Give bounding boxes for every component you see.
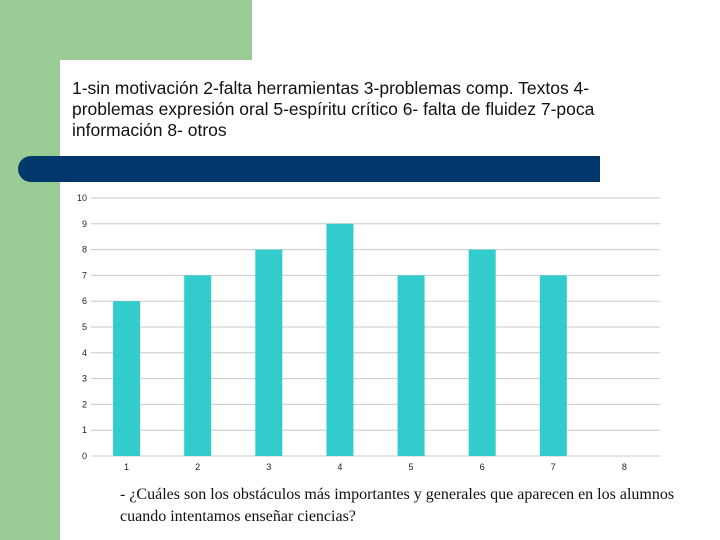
y-tick-label: 8 [82, 245, 87, 255]
y-tick-label: 3 [82, 374, 87, 384]
slide-title: 1-sin motivación 2-falta herramientas 3-… [72, 78, 595, 140]
x-tick-label: 3 [266, 462, 271, 472]
chart-bars [113, 223, 567, 456]
y-tick-label: 6 [82, 296, 87, 306]
slide-question-caption: - ¿Cuáles son los obstáculos más importa… [120, 486, 675, 525]
decorative-header-band [18, 156, 600, 182]
x-tick-label: 7 [551, 462, 556, 472]
y-tick-label: 7 [82, 270, 87, 280]
y-tick-label: 0 [82, 451, 87, 461]
bar-4 [326, 223, 354, 456]
x-tick-label: 4 [337, 462, 342, 472]
x-tick-label: 1 [124, 462, 129, 472]
y-tick-label: 4 [82, 348, 87, 358]
bar-1 [113, 301, 141, 456]
chart-y-ticks: 0 1 2 3 4 5 6 7 8 9 10 [77, 193, 87, 461]
bar-6 [468, 249, 496, 456]
y-tick-label: 9 [82, 219, 87, 229]
y-tick-label: 10 [77, 193, 87, 203]
x-tick-label: 8 [622, 462, 627, 472]
x-tick-label: 6 [480, 462, 485, 472]
bar-7 [539, 275, 567, 456]
x-tick-label: 5 [409, 462, 414, 472]
bar-2 [184, 275, 212, 456]
slide-content-panel [60, 60, 720, 540]
bar-5 [397, 275, 425, 456]
y-tick-label: 5 [82, 322, 87, 332]
chart-x-ticks: 1 2 3 4 5 6 7 8 [124, 462, 627, 472]
x-tick-label: 2 [195, 462, 200, 472]
chart-gridlines [91, 197, 660, 457]
y-tick-label: 1 [82, 425, 87, 435]
y-tick-label: 2 [82, 399, 87, 409]
bar-3 [255, 249, 283, 456]
